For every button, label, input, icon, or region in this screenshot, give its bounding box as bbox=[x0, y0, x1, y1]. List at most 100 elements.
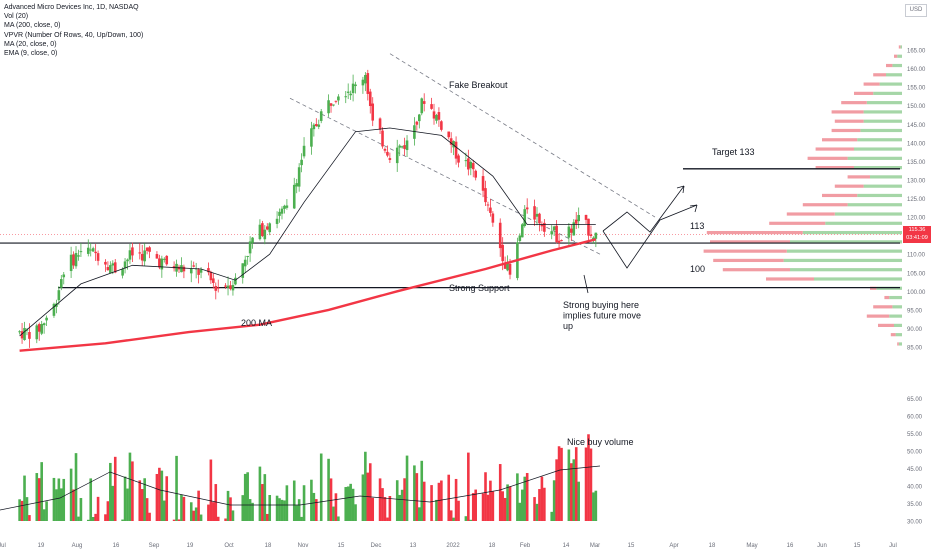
candle-body bbox=[285, 205, 289, 208]
price-tick-label: 145.00 bbox=[907, 123, 926, 129]
candle-body bbox=[415, 121, 419, 125]
projection-alt-path bbox=[602, 204, 698, 269]
price-tick-label: 90.00 bbox=[907, 327, 923, 333]
candle-body bbox=[577, 214, 580, 222]
price-tick-label: 130.00 bbox=[907, 178, 926, 184]
price-tick-label: 165.00 bbox=[907, 49, 926, 55]
volume-bar bbox=[464, 516, 468, 521]
volume-bar bbox=[20, 500, 24, 521]
volume-bar bbox=[572, 459, 576, 521]
candle-body bbox=[498, 222, 502, 249]
candle-body bbox=[447, 131, 451, 138]
volume-bar bbox=[182, 496, 186, 521]
volume-bar bbox=[77, 516, 80, 521]
candle-body bbox=[57, 290, 61, 301]
volume-bar bbox=[145, 498, 149, 521]
candle-body bbox=[422, 101, 426, 104]
volume-tick-label: 30.00 bbox=[907, 520, 923, 526]
indicator-ma20[interactable]: MA (20, close, 0) bbox=[4, 40, 57, 48]
candle-body bbox=[234, 277, 237, 285]
candles bbox=[18, 69, 598, 348]
vp-down-bar bbox=[769, 221, 826, 225]
candle-body bbox=[243, 259, 247, 267]
vp-up-bar bbox=[895, 333, 902, 337]
volume-bar bbox=[241, 495, 245, 521]
vp-up-bar bbox=[889, 314, 902, 318]
indicator-ema9[interactable]: EMA (9, close, 0) bbox=[4, 50, 58, 58]
indicator-vpvr[interactable]: VPVR (Number Of Rows, 40, Up/Down, 100) bbox=[4, 31, 144, 39]
volume-bar bbox=[310, 479, 313, 521]
candle-body bbox=[538, 213, 541, 224]
price-tick-label: 140.00 bbox=[907, 141, 926, 147]
candle-body bbox=[121, 269, 124, 276]
candle-body bbox=[552, 226, 556, 231]
candle-body bbox=[241, 263, 245, 278]
volume-bar bbox=[594, 490, 598, 521]
volume-bar bbox=[248, 499, 252, 521]
vp-up-bar bbox=[847, 156, 902, 160]
volume-bar bbox=[388, 495, 392, 521]
vp-down-bar bbox=[884, 295, 890, 300]
candle-body bbox=[209, 271, 213, 281]
candle-body bbox=[327, 100, 330, 114]
candle-body bbox=[471, 163, 475, 170]
candle-body bbox=[543, 222, 546, 232]
volume-bar bbox=[538, 489, 541, 521]
volume-bar bbox=[577, 481, 580, 521]
fake-breakout-label: Fake Breakout bbox=[449, 80, 508, 90]
volume-bar bbox=[346, 486, 350, 521]
volume-tick-label: 35.00 bbox=[907, 502, 923, 508]
candle-body bbox=[258, 224, 262, 240]
price-tick-label: 155.00 bbox=[907, 86, 926, 92]
vp-up-bar bbox=[894, 323, 902, 327]
volume-bar bbox=[23, 475, 26, 521]
volume-tick-label: 65.00 bbox=[907, 397, 923, 403]
volume-bar bbox=[315, 499, 318, 521]
candle-body bbox=[491, 213, 495, 223]
candle-body bbox=[319, 111, 323, 121]
candle-body bbox=[263, 229, 267, 240]
volume-bar bbox=[398, 494, 401, 521]
ma20-line bbox=[19, 127, 596, 337]
vp-up-bar bbox=[879, 82, 902, 86]
candle-body bbox=[229, 285, 232, 289]
volume-bar bbox=[560, 447, 563, 521]
volume-bar bbox=[42, 509, 46, 521]
target-label: Target 133 bbox=[712, 147, 755, 157]
vp-down-bar bbox=[822, 138, 858, 142]
strong-buying-callout: Strong buying here implies future move up bbox=[563, 300, 641, 331]
candle-body bbox=[162, 258, 166, 260]
volume-bar bbox=[40, 462, 43, 521]
vp-down-bar bbox=[847, 175, 870, 179]
candle-body bbox=[560, 240, 563, 242]
volume-bar bbox=[395, 480, 399, 521]
indicator-vol[interactable]: Vol (20) bbox=[4, 13, 29, 21]
candle-body bbox=[37, 324, 41, 332]
candle-body bbox=[334, 100, 338, 102]
candle-body bbox=[398, 145, 401, 148]
vp-down-bar bbox=[710, 240, 790, 244]
volume-bar bbox=[498, 464, 502, 521]
level-113-label: 113 bbox=[690, 221, 704, 231]
currency-badge[interactable]: USD bbox=[905, 4, 927, 17]
indicator-ma200[interactable]: MA (200, close, 0) bbox=[4, 22, 61, 30]
volume-bar bbox=[113, 456, 117, 521]
volume-bar bbox=[45, 501, 48, 521]
candle-body bbox=[123, 261, 127, 269]
vp-up-bar bbox=[802, 230, 902, 235]
volume-bar bbox=[209, 459, 213, 521]
volume-bar bbox=[91, 516, 95, 521]
candle-body bbox=[592, 237, 595, 240]
volume-bar bbox=[557, 446, 561, 521]
volume-bar bbox=[587, 434, 590, 521]
projection-arrowhead bbox=[689, 204, 698, 213]
time-tick-label: Feb bbox=[520, 543, 531, 549]
volume-bar bbox=[285, 485, 289, 521]
volume-bar bbox=[140, 489, 144, 521]
vp-up-bar bbox=[786, 249, 902, 253]
volume-bar bbox=[55, 489, 58, 521]
vp-up-bar bbox=[900, 45, 902, 49]
volume-bar bbox=[508, 486, 512, 521]
volume-bar bbox=[332, 506, 335, 521]
